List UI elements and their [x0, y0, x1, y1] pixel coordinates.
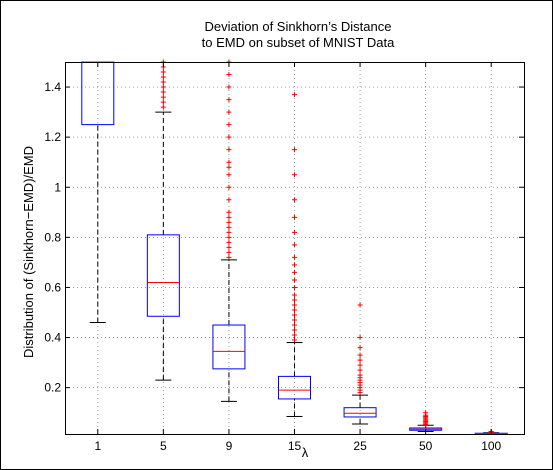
outlier-point: [292, 229, 297, 235]
y-tick-label: 1: [54, 180, 61, 194]
y-tick-label: 0.6: [44, 280, 61, 294]
outlier-point: [226, 234, 232, 240]
y-tick-label: 0.8: [44, 230, 61, 244]
box-9: [212, 59, 246, 402]
outlier-point: [292, 337, 297, 343]
y-axis-label: Distribution of (Sinkhorn−EMD)/EMD: [21, 146, 36, 358]
outlier-point: [292, 147, 297, 153]
outlier-point: [292, 254, 297, 260]
box-1: [81, 61, 115, 324]
outlier-point: [292, 297, 297, 303]
x-axis-label: λ: [302, 445, 309, 460]
x-tick-label: 25: [353, 439, 367, 453]
outlier-point: [226, 209, 232, 215]
grid-lines: [65, 62, 524, 434]
box-50: [409, 410, 443, 432]
y-axis-ticks: 0.2 0.4 0.6 0.8 1 1.2 1.4: [44, 80, 524, 395]
outlier-point: [160, 74, 166, 80]
x-tick-label: 5: [160, 439, 167, 453]
outlier-point: [423, 410, 429, 416]
box-body: [212, 324, 246, 370]
outlier-point: [226, 244, 232, 250]
x-tick-label: 15: [288, 439, 302, 453]
outlier-point: [292, 327, 297, 333]
outlier-point: [292, 302, 297, 308]
outlier-point: [226, 219, 232, 225]
outlier-point: [292, 92, 297, 98]
box-body: [146, 234, 180, 317]
outlier-point: [226, 134, 232, 140]
outlier-point: [292, 312, 297, 318]
box-body: [278, 375, 311, 400]
outlier-point: [160, 84, 166, 90]
outlier-point: [292, 214, 297, 220]
outlier-point: [357, 352, 363, 358]
outlier-point: [226, 72, 232, 78]
outlier-point: [160, 104, 166, 110]
y-tick-label: 0.2: [44, 381, 61, 395]
outlier-point: [292, 284, 297, 290]
outlier-point: [292, 277, 297, 283]
outlier-point: [292, 262, 297, 268]
box-5: [146, 59, 180, 381]
outlier-point: [292, 322, 297, 328]
outlier-point: [160, 79, 166, 85]
y-tick-label: 0.4: [44, 331, 61, 345]
outlier-point: [226, 249, 232, 255]
outlier-point: [226, 254, 232, 260]
outlier-point: [226, 172, 232, 178]
outlier-point: [226, 197, 232, 203]
outlier-point: [292, 197, 297, 203]
chart-title-line-2: to EMD on subset of MNIST Data: [202, 35, 395, 50]
outlier-point: [226, 109, 232, 115]
outlier-point: [226, 84, 232, 90]
outlier-point: [226, 229, 232, 235]
outlier-point: [160, 99, 166, 105]
outlier-point: [292, 269, 297, 275]
outlier-point: [292, 307, 297, 313]
outlier-point: [292, 172, 297, 178]
plot-area-frame: [65, 62, 525, 435]
outlier-point: [226, 214, 232, 220]
outlier-point: [292, 242, 297, 248]
outlier-point: [292, 317, 297, 323]
outlier-point: [357, 345, 363, 351]
outlier-point: [226, 97, 232, 103]
outlier-point: [357, 362, 363, 368]
outlier-point: [226, 164, 232, 170]
box-body: [343, 407, 377, 418]
box-body: [81, 61, 115, 126]
box-series: [81, 59, 508, 435]
outlier-point: [160, 69, 166, 75]
outlier-point: [357, 367, 363, 373]
box-15: [278, 92, 311, 417]
outlier-point: [226, 239, 232, 245]
x-tick-label: 9: [226, 439, 233, 453]
y-tick-label: 1.4: [44, 80, 61, 94]
outlier-point: [226, 122, 232, 128]
x-tick-label: 100: [481, 439, 501, 453]
outlier-point: [357, 372, 363, 378]
outlier-point: [357, 335, 363, 341]
outlier-point: [226, 159, 232, 165]
outlier-point: [292, 332, 297, 338]
outlier-point: [357, 357, 363, 363]
box-25: [343, 302, 377, 425]
x-tick-label: 1: [94, 439, 101, 453]
outlier-point: [160, 94, 166, 100]
outlier-point: [226, 184, 232, 190]
outlier-point: [160, 89, 166, 95]
chart-title-line-1: Deviation of Sinkhorn’s Distance: [205, 19, 392, 34]
x-axis-ticks: 1 5 9 15 25 50 100: [94, 62, 502, 453]
outlier-point: [292, 292, 297, 298]
outlier-point: [226, 224, 232, 230]
outlier-point: [226, 147, 232, 153]
outlier-point: [357, 302, 363, 308]
y-tick-label: 1.2: [44, 130, 61, 144]
x-tick-label: 50: [419, 439, 433, 453]
